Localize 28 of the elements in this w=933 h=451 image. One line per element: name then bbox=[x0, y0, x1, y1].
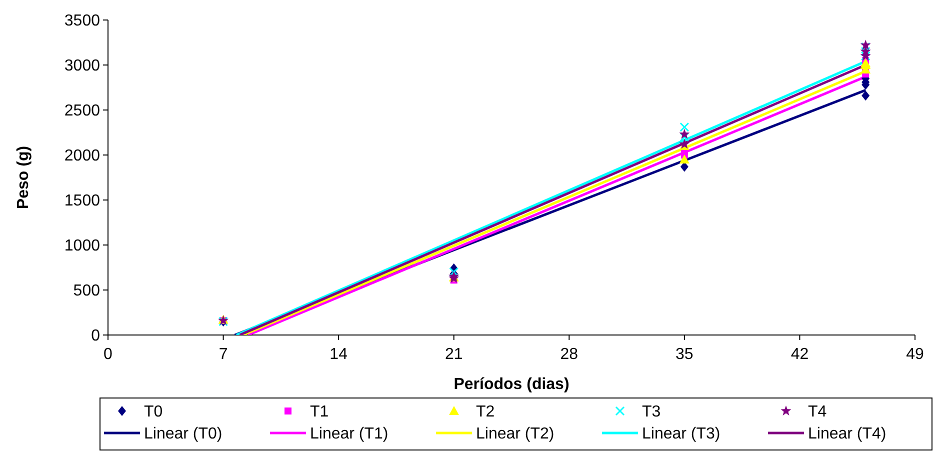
y-tick-label: 500 bbox=[73, 282, 100, 300]
y-tick-label: 3000 bbox=[64, 58, 100, 75]
legend-label: Linear (T0) bbox=[144, 426, 222, 443]
x-tick-label: 42 bbox=[790, 346, 809, 363]
y-tick-label: 2000 bbox=[64, 148, 100, 165]
y-axis-title: Peso (g) bbox=[15, 146, 32, 210]
x-tick-label: 0 bbox=[104, 346, 113, 363]
y-tick-label: 0 bbox=[91, 328, 100, 345]
legend-label: T4 bbox=[808, 404, 827, 421]
legend-label: Linear (T3) bbox=[642, 426, 720, 443]
x-tick-label: 49 bbox=[906, 346, 924, 363]
y-tick-label: 2500 bbox=[64, 102, 100, 120]
y-tick-label: 1500 bbox=[64, 192, 100, 210]
x-tick-label: 21 bbox=[444, 346, 463, 363]
legend-label: T1 bbox=[310, 404, 329, 421]
x-tick-label: 7 bbox=[218, 346, 228, 363]
legend-label: Linear (T1) bbox=[310, 426, 388, 443]
x-tick-label: 14 bbox=[330, 346, 348, 363]
x-axis-title: Períodos (dias) bbox=[454, 376, 570, 393]
legend-label: T2 bbox=[476, 404, 495, 421]
legend-label: Linear (T2) bbox=[476, 426, 554, 443]
y-tick-label: 3500 bbox=[64, 12, 100, 30]
x-tick-label: 35 bbox=[676, 346, 694, 363]
y-tick-label: 1000 bbox=[64, 238, 100, 255]
legend-label: Linear (T4) bbox=[808, 426, 886, 443]
legend-label: T3 bbox=[642, 404, 661, 421]
x-tick-label: 28 bbox=[560, 346, 578, 363]
legend-label: T0 bbox=[144, 404, 163, 421]
